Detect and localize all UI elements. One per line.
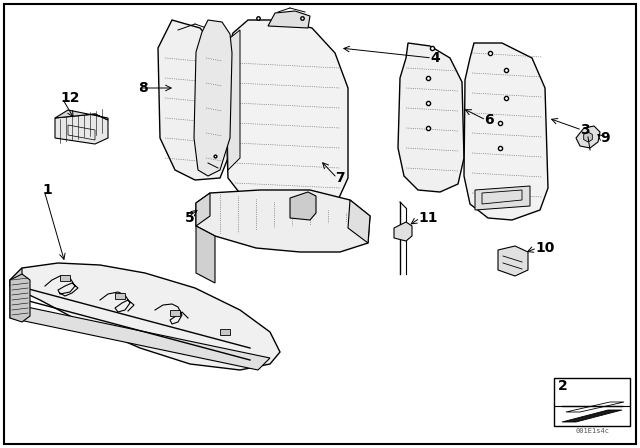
Polygon shape bbox=[158, 20, 230, 180]
Bar bbox=[554, 378, 630, 426]
Text: 2: 2 bbox=[558, 379, 568, 393]
Text: 12: 12 bbox=[60, 91, 79, 105]
Text: 7: 7 bbox=[335, 171, 344, 185]
Bar bbox=[60, 275, 70, 281]
Bar bbox=[115, 293, 125, 299]
Polygon shape bbox=[196, 190, 370, 252]
Polygon shape bbox=[225, 20, 348, 210]
Text: 5: 5 bbox=[185, 211, 195, 225]
Text: 1: 1 bbox=[42, 183, 52, 197]
Polygon shape bbox=[464, 43, 548, 220]
Bar bbox=[220, 329, 230, 335]
Polygon shape bbox=[196, 226, 215, 283]
Polygon shape bbox=[10, 268, 22, 318]
Text: 9: 9 bbox=[600, 131, 610, 145]
Polygon shape bbox=[498, 246, 528, 276]
Polygon shape bbox=[10, 306, 270, 370]
Polygon shape bbox=[196, 193, 210, 226]
Bar bbox=[170, 310, 180, 316]
Polygon shape bbox=[562, 410, 622, 422]
Polygon shape bbox=[584, 132, 593, 142]
Polygon shape bbox=[348, 200, 370, 243]
Text: 8: 8 bbox=[138, 81, 148, 95]
Polygon shape bbox=[394, 222, 412, 241]
Text: 6: 6 bbox=[484, 113, 493, 127]
Polygon shape bbox=[475, 186, 530, 210]
Polygon shape bbox=[55, 110, 108, 120]
Text: 3: 3 bbox=[580, 123, 589, 137]
Polygon shape bbox=[194, 20, 232, 176]
Polygon shape bbox=[290, 192, 316, 220]
Polygon shape bbox=[10, 263, 280, 370]
Polygon shape bbox=[10, 274, 30, 322]
Polygon shape bbox=[398, 43, 464, 192]
Text: 10: 10 bbox=[535, 241, 554, 255]
Polygon shape bbox=[226, 30, 240, 170]
Text: 001E1s4c: 001E1s4c bbox=[575, 428, 609, 434]
Polygon shape bbox=[566, 402, 624, 412]
Polygon shape bbox=[55, 114, 108, 144]
Polygon shape bbox=[576, 126, 600, 148]
Polygon shape bbox=[268, 11, 310, 28]
Text: 4: 4 bbox=[430, 51, 440, 65]
Text: 11: 11 bbox=[418, 211, 438, 225]
